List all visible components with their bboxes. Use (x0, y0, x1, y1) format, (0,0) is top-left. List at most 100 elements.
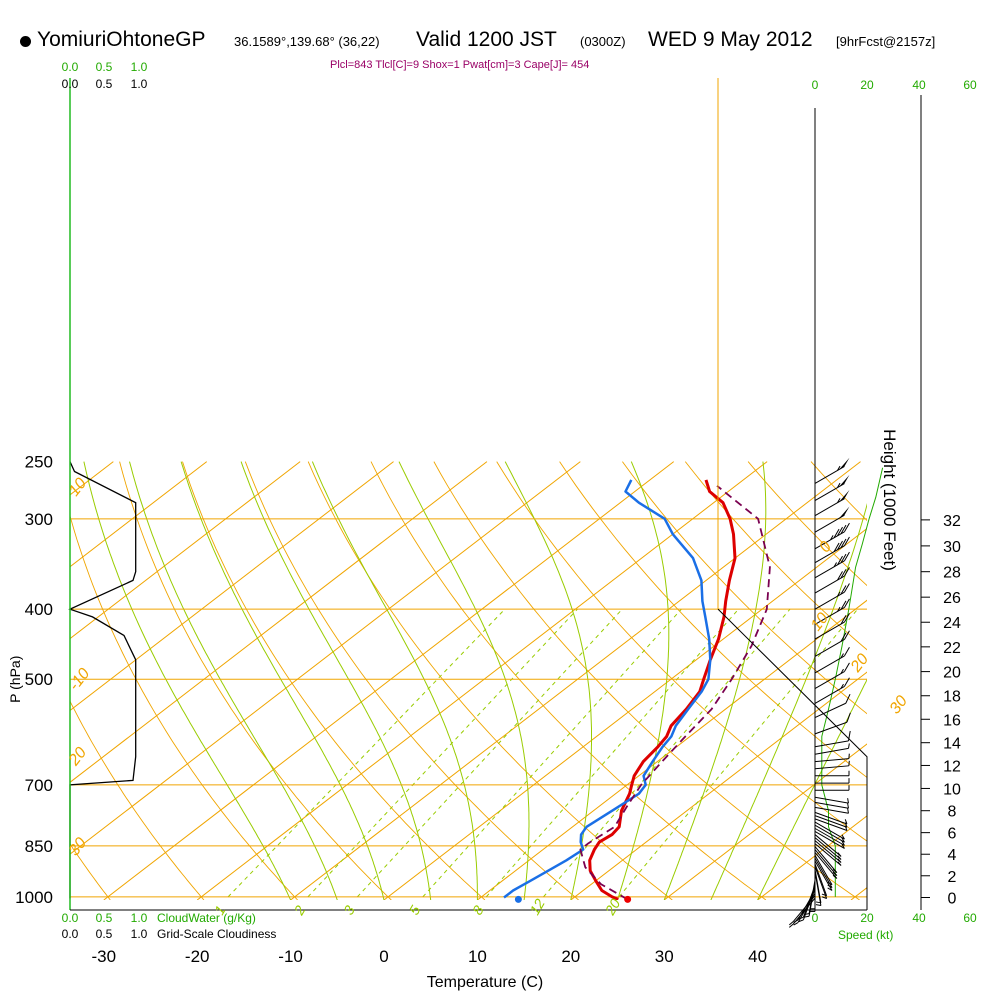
height-tick-label: 22 (943, 640, 961, 657)
wind-barb (815, 778, 850, 784)
wind-barb-staff (814, 575, 845, 594)
wind-barb-staff (814, 849, 838, 876)
wind-barb (814, 598, 850, 625)
wind-barb-half-feather (821, 893, 827, 897)
valid-time: Valid 1200 JST (416, 28, 557, 51)
wind-barb (814, 677, 850, 704)
cloudiness-bottom-tick: 0.5 (96, 927, 113, 941)
speed-bottom-tick: 40 (912, 911, 926, 925)
cloudiness-profile (68, 461, 137, 899)
isotherm-line (290, 461, 861, 900)
wind-barb-staff (814, 840, 842, 863)
moist-adiabat-line (83, 461, 292, 900)
wind-barb-staff (814, 834, 842, 857)
wind-barb-half-feather (837, 861, 842, 866)
wind-barb-feather (837, 571, 843, 581)
height-tick-label: 20 (943, 665, 961, 682)
cloudwater-top-tick: 1.0 (131, 60, 148, 74)
moist-adiabat-line (663, 461, 767, 900)
cloudwater-top-tick: 0.0 (62, 60, 79, 74)
wind-barb-half-feather (841, 834, 845, 840)
mixing-ratio-label: 20 (601, 896, 623, 919)
cloudwater-axis-label: CloudWater (g/Kg) (157, 911, 256, 925)
wind-barb-half-feather (837, 591, 841, 597)
wind-barb-feather (844, 522, 850, 533)
wind-barb-half-feather (821, 896, 827, 899)
wind-barb-half-feather (841, 843, 845, 849)
wind-barb-staff (814, 560, 845, 579)
wind-barb-feather (840, 615, 847, 625)
isotherm-line (70, 461, 301, 640)
wind-barb-half-feather (837, 482, 841, 488)
isotherm-line (70, 461, 394, 712)
wind-barb-half-feather (833, 562, 837, 568)
dry-adiabat-line (370, 461, 767, 900)
height-tick-label: 12 (943, 758, 961, 775)
isotherm-line (70, 461, 208, 568)
wind-barb (814, 863, 828, 897)
temperature-tick-label: -30 (92, 947, 117, 966)
wind-barb-half-feather (804, 913, 810, 915)
height-tick-label: 14 (943, 736, 961, 753)
wind-barb (814, 630, 850, 657)
wind-barb-staff (814, 498, 845, 517)
height-tick-label: 18 (943, 689, 961, 706)
wind-barb (814, 693, 851, 719)
wind-barb-staff (814, 765, 849, 770)
wind-barb-staff (814, 621, 845, 640)
wind-barb-staff (814, 702, 847, 719)
wind-barb-half-feather (847, 743, 850, 749)
wind-barb (804, 880, 816, 915)
wind-barb-staff (814, 721, 848, 735)
wind-barb-half-feather (841, 837, 845, 843)
pressure-tick-label: 500 (25, 670, 53, 689)
dry-adiabat-line (244, 461, 579, 900)
wind-barb (815, 770, 850, 777)
dry-adiabat-line (622, 461, 867, 715)
wind-barb (814, 806, 849, 814)
moist-adiabat-line (311, 461, 478, 900)
isotherm-label: 0 (816, 538, 835, 556)
wind-barb-flag (839, 457, 850, 470)
pressure-tick-label: 400 (25, 600, 53, 619)
temperature-tick-label: -10 (278, 947, 303, 966)
wind-barb-feather (846, 712, 851, 723)
wind-barb-half-feather (804, 915, 810, 918)
wind-barb (814, 834, 842, 857)
wind-barb (814, 821, 845, 840)
station-dot-icon (20, 36, 31, 47)
wind-barb-staff (814, 740, 849, 748)
wind-barb-feather (844, 630, 850, 640)
temperature-tick-label: 0 (379, 947, 388, 966)
wind-barb-staff (814, 758, 849, 763)
wind-barb-feather (844, 677, 850, 687)
wind-barb (814, 646, 850, 674)
temperature-tick-label: -20 (185, 947, 210, 966)
dry-adiabat-line (70, 700, 205, 900)
wind-barb-staff (814, 818, 848, 831)
wind-barb-feather (833, 528, 840, 539)
wind-barb (814, 801, 849, 809)
height-tick-label: 32 (943, 513, 961, 530)
wind-barb (814, 849, 838, 876)
wind-barb-half-feather (837, 498, 841, 503)
wind-barb-staff (814, 801, 849, 809)
wind-barb (814, 712, 851, 735)
wind-barb-staff (814, 831, 845, 849)
wind-barb-feather (844, 567, 850, 577)
station-coords: 36.1589°,139.68° (36,22) (234, 34, 380, 49)
wind-barb (814, 743, 850, 755)
wind-barb (814, 796, 849, 804)
stability-indices: Plcl=843 Tlcl[C]=9 Shox=1 Pwat[cm]=3 Cap… (330, 59, 590, 71)
height-tick-label: 0 (948, 891, 957, 908)
speed-top-tick: 20 (860, 78, 874, 92)
speed-top-tick: 40 (912, 78, 926, 92)
isotherm-line (477, 599, 867, 900)
wind-barb-half-feather (837, 465, 841, 471)
speed-bottom-tick: 60 (963, 911, 977, 925)
cloudiness-top-tick: 1.0 (131, 77, 148, 91)
wind-barb-half-feather (847, 798, 849, 804)
mixing-ratio-label: 12 (526, 896, 548, 918)
cloudwater-bottom-tick: 1.0 (131, 911, 148, 925)
cloudwater-bottom-tick: 0.5 (96, 911, 113, 925)
